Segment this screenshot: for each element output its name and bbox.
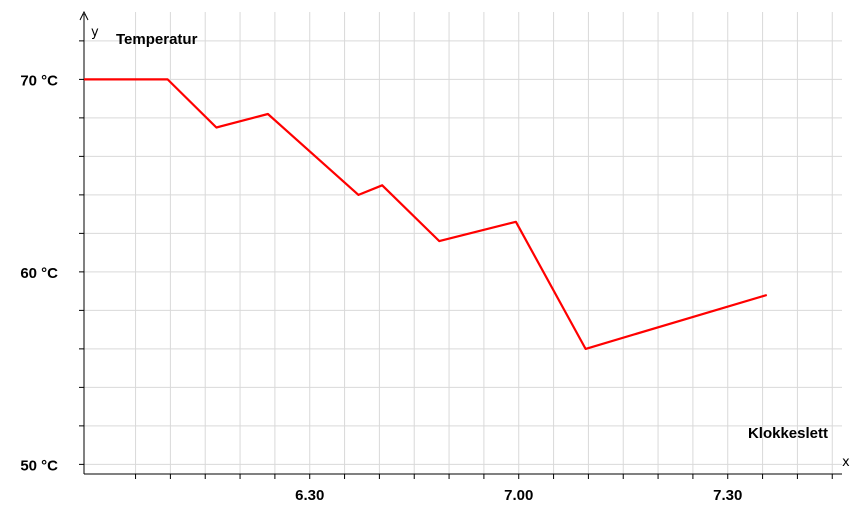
tick-labels: 6.30 7.00 7.30 50 °C 60 °C 70 °C bbox=[20, 72, 742, 504]
x-tick-label: 7.30 bbox=[713, 487, 742, 504]
y-axis-title: Temperatur bbox=[116, 31, 198, 48]
y-axis-arrow bbox=[79, 10, 89, 21]
x-tick-label: 7.00 bbox=[504, 487, 533, 504]
y-tick-label: 70 °C bbox=[20, 72, 58, 89]
grid bbox=[84, 12, 842, 474]
temperature-line bbox=[84, 78, 768, 350]
axes bbox=[79, 10, 842, 475]
y-tick-label: 50 °C bbox=[20, 457, 58, 474]
x-axis-letter: x bbox=[842, 455, 850, 470]
axis-ticks bbox=[79, 40, 833, 479]
y-axis-letter: y bbox=[91, 25, 99, 40]
y-tick-label: 60 °C bbox=[20, 265, 58, 282]
x-tick-label: 6.30 bbox=[295, 487, 324, 504]
x-axis-title: Klokkeslett bbox=[748, 425, 828, 442]
series-group bbox=[84, 78, 768, 350]
